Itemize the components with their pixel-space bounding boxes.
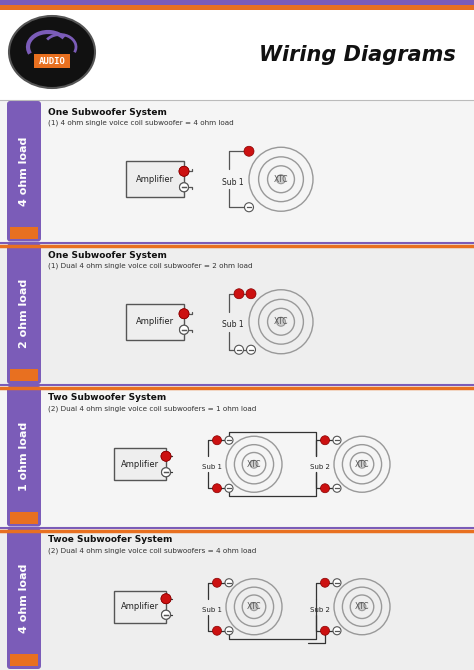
Text: Wiring Diagrams: Wiring Diagrams	[259, 45, 456, 65]
FancyBboxPatch shape	[7, 529, 41, 669]
Circle shape	[179, 166, 189, 176]
Bar	[0, 243, 474, 385]
Bar	[10, 369, 38, 381]
Text: Sub 1: Sub 1	[222, 320, 244, 329]
Ellipse shape	[9, 16, 95, 88]
FancyBboxPatch shape	[7, 386, 41, 527]
Circle shape	[246, 345, 255, 354]
Circle shape	[333, 484, 341, 492]
Circle shape	[333, 436, 341, 444]
Text: Two Subwoofer System: Two Subwoofer System	[48, 393, 166, 402]
Circle shape	[179, 166, 189, 176]
Text: XTC: XTC	[274, 318, 288, 326]
Circle shape	[180, 183, 189, 192]
Circle shape	[276, 318, 285, 326]
Circle shape	[180, 183, 189, 192]
Text: 4 ohm load: 4 ohm load	[19, 564, 29, 633]
Bar	[10, 511, 38, 523]
Text: 4 ohm load: 4 ohm load	[19, 137, 29, 206]
Bar	[126, 304, 184, 340]
Text: Sub 1: Sub 1	[202, 464, 222, 470]
Bar	[0, 5, 474, 10]
Circle shape	[333, 626, 341, 634]
Circle shape	[276, 175, 285, 184]
Text: One Subwoofer System: One Subwoofer System	[48, 251, 167, 259]
Circle shape	[162, 468, 171, 477]
Bar	[10, 226, 38, 239]
Text: (2) Dual 4 ohm single voice coil subwoofers = 4 ohm load: (2) Dual 4 ohm single voice coil subwoof…	[48, 547, 256, 554]
Circle shape	[179, 309, 189, 319]
Circle shape	[225, 579, 233, 587]
Circle shape	[212, 626, 221, 635]
Bar	[114, 591, 166, 622]
Circle shape	[212, 436, 221, 445]
Text: AUDIO: AUDIO	[38, 56, 65, 66]
Text: XTC: XTC	[247, 602, 261, 611]
Bar	[114, 448, 166, 480]
Text: Sub 1: Sub 1	[202, 607, 222, 613]
Circle shape	[320, 484, 329, 492]
Bar	[10, 654, 38, 666]
Text: Sub 2: Sub 2	[310, 464, 330, 470]
Text: Twoe Subwoofer System: Twoe Subwoofer System	[48, 535, 173, 545]
Text: XTC: XTC	[247, 460, 261, 469]
Bar	[0, 385, 474, 527]
Circle shape	[250, 460, 258, 468]
Circle shape	[179, 309, 189, 319]
Circle shape	[180, 325, 189, 334]
Text: Amplifier: Amplifier	[136, 318, 174, 326]
Circle shape	[245, 203, 254, 212]
Circle shape	[161, 452, 171, 461]
Text: Amplifier: Amplifier	[121, 602, 159, 611]
FancyBboxPatch shape	[7, 101, 41, 241]
Circle shape	[358, 603, 366, 610]
Circle shape	[320, 578, 329, 587]
Text: Sub 1: Sub 1	[222, 178, 244, 187]
Circle shape	[180, 325, 189, 334]
Circle shape	[212, 484, 221, 492]
Text: XTC: XTC	[274, 175, 288, 184]
Text: (1) Dual 4 ohm single voice coil subwoofer = 2 ohm load: (1) Dual 4 ohm single voice coil subwoof…	[48, 263, 253, 269]
Circle shape	[320, 436, 329, 445]
Text: (1) 4 ohm single voice coil subwoofer = 4 ohm load: (1) 4 ohm single voice coil subwoofer = …	[48, 120, 234, 127]
Text: Amplifier: Amplifier	[136, 175, 174, 184]
Circle shape	[234, 289, 244, 299]
Bar	[0, 527, 474, 670]
Circle shape	[358, 460, 366, 468]
Text: (2) Dual 4 ohm single voice coil subwoofers = 1 ohm load: (2) Dual 4 ohm single voice coil subwoof…	[48, 405, 256, 411]
Text: 1 ohm load: 1 ohm load	[19, 421, 29, 491]
Circle shape	[161, 594, 171, 604]
Text: 2 ohm load: 2 ohm load	[19, 279, 29, 348]
Circle shape	[161, 594, 171, 604]
Circle shape	[162, 610, 171, 619]
Text: XTC: XTC	[355, 460, 369, 469]
Circle shape	[162, 610, 171, 619]
Bar	[0, 100, 474, 243]
Circle shape	[333, 579, 341, 587]
Circle shape	[320, 626, 329, 635]
Text: Sub 2: Sub 2	[310, 607, 330, 613]
Circle shape	[246, 289, 256, 299]
Text: Amplifier: Amplifier	[121, 460, 159, 469]
Circle shape	[212, 578, 221, 587]
Circle shape	[161, 452, 171, 461]
Circle shape	[225, 484, 233, 492]
Bar	[0, 0, 474, 5]
Circle shape	[235, 345, 244, 354]
Circle shape	[225, 626, 233, 634]
FancyBboxPatch shape	[7, 243, 41, 384]
Text: One Subwoofer System: One Subwoofer System	[48, 108, 167, 117]
Circle shape	[244, 146, 254, 156]
Circle shape	[250, 603, 258, 610]
Bar	[34, 54, 70, 68]
Circle shape	[225, 436, 233, 444]
Bar	[0, 0, 474, 100]
Text: XTC: XTC	[355, 602, 369, 611]
Circle shape	[162, 468, 171, 477]
Bar	[126, 161, 184, 197]
